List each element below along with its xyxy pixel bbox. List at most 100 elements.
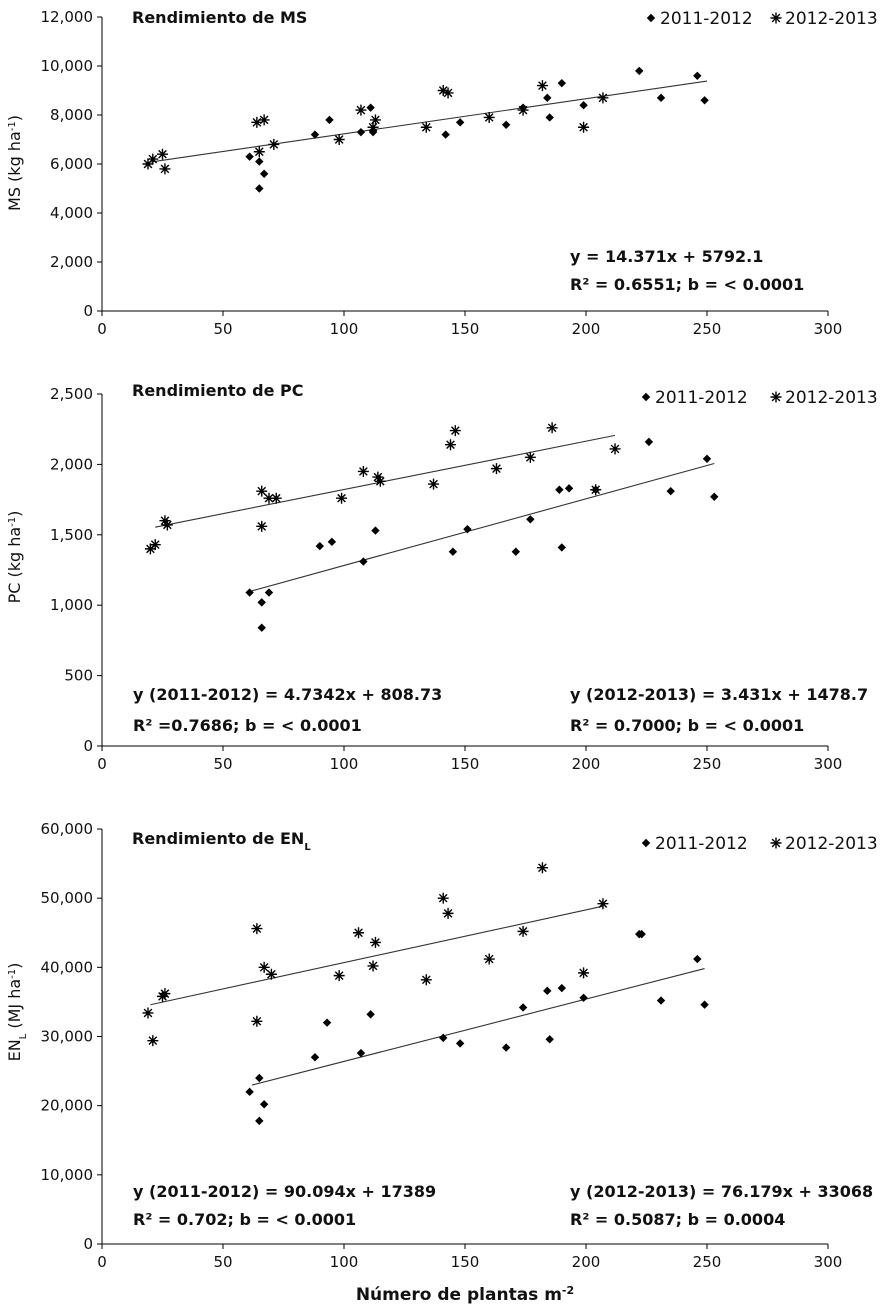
panel-pc-point-2012-2013 xyxy=(149,539,161,551)
panel-ms-point-2012-2013 xyxy=(268,138,280,150)
panel-enl-point-2012-2013 xyxy=(147,1035,159,1047)
panel-ms-legend-star-icon xyxy=(770,12,782,24)
panel-pc-point-2011-2012 xyxy=(557,543,566,552)
panel-ms-point-2011-2012 xyxy=(366,103,375,112)
panel-ms-point-2011-2012 xyxy=(255,184,264,193)
panel-pc-x-tick-label: 0 xyxy=(97,755,107,773)
panel-ms-plot: 0 2,000 4,000 6,000 8,000 10,000 12,000 0 50 100 1… xyxy=(41,8,843,338)
panel-enl-point-2011-2012 xyxy=(439,1033,448,1043)
panel-enl-point-2011-2012 xyxy=(310,1053,320,1062)
panel-pc-point-2012-2013 xyxy=(546,422,558,434)
panel-enl-equation-2011: y (2011-2012) = 90.094x + 17389 xyxy=(133,1182,436,1201)
panel-enl-equation-2012: y (2012-2013) = 76.179x + 33068 xyxy=(570,1182,873,1201)
panel-enl-x-tick-label: 100 xyxy=(330,1253,359,1271)
panel-ms-legend-2011: 2011-2012 xyxy=(660,9,753,29)
panel-enl-legend-star-icon xyxy=(770,837,782,849)
panel-pc: Rendimiento de PC PC (kg ha-1) 2011-2012… xyxy=(5,381,878,735)
panel-pc-point-2011-2012 xyxy=(702,454,712,463)
panel-enl-point-2011-2012 xyxy=(700,1000,709,1009)
panel-enl-title: Rendimiento de ENL xyxy=(132,829,311,853)
panel-pc-point-2012-2013 xyxy=(256,520,268,532)
panel-pc-r2-2011: R² =0.7686; b = < 0.0001 xyxy=(133,716,362,735)
panel-ms-x-tick-label: 50 xyxy=(213,320,232,338)
panel-ms-point-2012-2013 xyxy=(483,111,495,123)
panel-pc-point-2011-2012 xyxy=(315,541,324,551)
panel-ms-x-tick-label: 200 xyxy=(572,320,601,338)
panel-ms-point-2012-2013 xyxy=(578,121,590,133)
panel-enl-point-2012-2013 xyxy=(536,862,548,874)
panel-enl-y-tick-label: 20,000 xyxy=(41,1097,94,1115)
panel-pc-x-tick-label: 50 xyxy=(213,755,232,773)
panel-ms-equation: y = 14.371x + 5792.1 xyxy=(570,247,763,266)
panel-ms-point-2011-2012 xyxy=(259,169,269,178)
panel-ms-point-2011-2012 xyxy=(255,157,264,166)
panel-enl-point-2012-2013 xyxy=(367,960,379,972)
panel-ms-legend-diamond-icon xyxy=(646,13,656,23)
panel-enl-point-2011-2012 xyxy=(245,1087,254,1097)
panel-pc-point-2012-2013 xyxy=(159,515,171,527)
panel-pc-point-2011-2012 xyxy=(463,524,472,534)
panel-ms-x-tick-label: 150 xyxy=(451,320,480,338)
panel-pc-point-2012-2013 xyxy=(524,451,536,463)
panel-pc-point-2012-2013 xyxy=(336,492,348,504)
panel-enl-point-2011-2012 xyxy=(518,1003,528,1012)
panel-pc-point-2012-2013 xyxy=(256,485,268,497)
panel-ms-point-2011-2012 xyxy=(579,101,588,110)
panel-enl-x-tick-label: 300 xyxy=(814,1253,843,1271)
panel-pc-point-2011-2012 xyxy=(245,588,254,597)
panel-enl-point-2012-2013 xyxy=(369,936,381,948)
panel-pc-legend-2012: 2012-2013 xyxy=(785,388,878,408)
panel-ms-point-2012-2013 xyxy=(517,104,529,116)
panel-enl-legend-2012: 2012-2013 xyxy=(785,834,878,854)
panel-enl-fit-line-1 xyxy=(251,968,705,1086)
panel-pc-x-tick-label: 150 xyxy=(451,755,480,773)
panel-enl-point-2012-2013 xyxy=(420,974,432,986)
panel-pc-point-2012-2013 xyxy=(270,492,282,504)
panel-enl-x-tick-label: 50 xyxy=(213,1253,232,1271)
panel-pc-point-2011-2012 xyxy=(526,515,535,524)
panel-enl-point-2011-2012 xyxy=(455,1039,465,1048)
panel-ms-point-2012-2013 xyxy=(536,80,548,92)
panel-ms-x-tick-label: 250 xyxy=(693,320,722,338)
panel-ms-point-2011-2012 xyxy=(441,130,450,139)
panel-ms-point-2012-2013 xyxy=(142,158,154,170)
panel-pc-point-2011-2012 xyxy=(327,537,337,547)
panel-enl-y-tick-label: 30,000 xyxy=(41,1028,94,1046)
panel-pc-equation-2011: y (2011-2012) = 4.7342x + 808.73 xyxy=(133,685,442,704)
panel-ms-ylabel: MS (kg ha-1) xyxy=(5,115,24,211)
panel-enl-point-2011-2012 xyxy=(259,1100,269,1109)
panel-pc-r2-2012: R² = 0.7000; b = < 0.0001 xyxy=(570,716,804,735)
panel-ms-r2: R² = 0.6551; b = < 0.0001 xyxy=(570,275,804,294)
panel-enl-point-2011-2012 xyxy=(637,929,646,939)
panel-ms: Rendimiento de MS MS (kg ha-1) 2011-2012… xyxy=(5,8,878,294)
panel-enl-point-2012-2013 xyxy=(333,970,345,982)
panel-ms-x-tick-label: 100 xyxy=(330,320,359,338)
panel-pc-point-2012-2013 xyxy=(374,475,386,487)
panel-enl-x-tick-label: 200 xyxy=(572,1253,601,1271)
panel-enl-point-2012-2013 xyxy=(442,907,454,919)
panel-enl-r2-2011: R² = 0.702; b = < 0.0001 xyxy=(133,1210,356,1229)
panel-pc-legend-markers xyxy=(641,391,782,403)
panel-enl-point-2012-2013 xyxy=(251,1015,263,1027)
panel-enl-point-2011-2012 xyxy=(557,983,566,993)
panel-ms-point-2012-2013 xyxy=(159,163,171,175)
panel-pc-point-2011-2012 xyxy=(371,526,380,535)
panel-enl-point-2012-2013 xyxy=(597,898,609,910)
panel-enl-y-tick-label: 40,000 xyxy=(41,958,94,976)
panel-enl-legend-markers xyxy=(641,837,782,849)
panel-pc-point-2011-2012 xyxy=(511,547,521,556)
panel-pc-y-tick-label: 1,000 xyxy=(50,596,93,614)
panel-pc-point-2012-2013 xyxy=(161,519,173,531)
panel-ms-point-2011-2012 xyxy=(635,66,644,76)
panel-pc-point-2012-2013 xyxy=(428,478,440,490)
panel-ms-point-2011-2012 xyxy=(356,127,366,137)
panel-ms-legend-2012: 2012-2013 xyxy=(785,9,878,29)
panel-enl-point-2011-2012 xyxy=(322,1018,332,1027)
panel-enl-y-tick-label: 50,000 xyxy=(41,889,94,907)
panel-pc-point-2011-2012 xyxy=(257,598,266,607)
x-axis-label: Número de plantas m-2 xyxy=(356,1284,574,1306)
panel-ms-point-2012-2013 xyxy=(442,87,454,99)
panel-ms-point-2012-2013 xyxy=(355,104,367,116)
panel-pc-ylabel: PC (kg ha-1) xyxy=(5,511,24,604)
panel-pc-plot: 0 500 1,000 1,500 2,000 2,500 0 50 100 150 200 250 3… xyxy=(50,385,842,773)
